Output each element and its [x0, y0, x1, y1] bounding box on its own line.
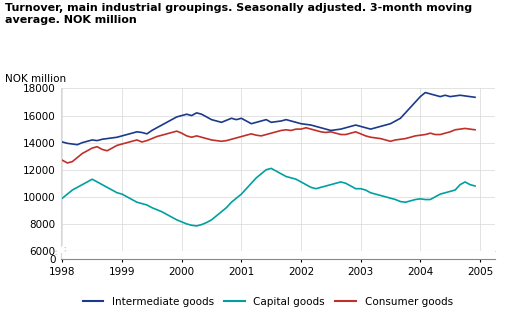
Text: Turnover, main industrial groupings. Seasonally adjusted. 3-month moving
average: Turnover, main industrial groupings. Sea…: [5, 3, 472, 25]
Legend: Intermediate goods, Capital goods, Consumer goods: Intermediate goods, Capital goods, Consu…: [78, 293, 457, 311]
Text: NOK million: NOK million: [5, 74, 66, 84]
